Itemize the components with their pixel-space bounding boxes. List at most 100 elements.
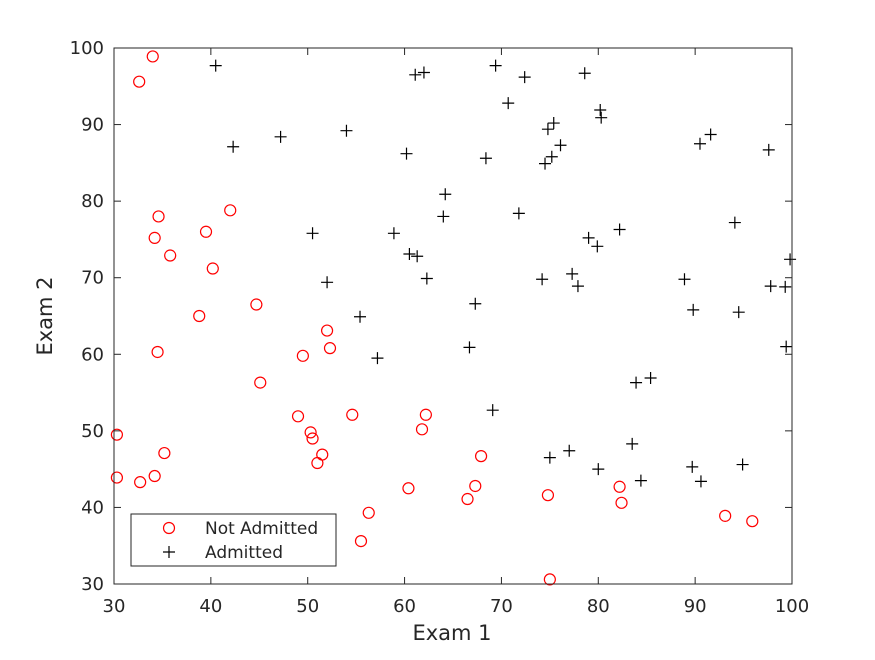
point-not-admitted [719, 509, 732, 522]
point-admitted [582, 231, 595, 244]
point-not-admitted [346, 408, 359, 421]
point-admitted [591, 240, 604, 253]
point-admitted [634, 474, 647, 487]
point-not-admitted [746, 515, 759, 528]
point-admitted [486, 404, 499, 417]
point-not-admitted [613, 480, 626, 493]
x-tick-label: 30 [103, 596, 126, 617]
point-admitted [594, 104, 607, 117]
point-not-admitted [199, 225, 213, 238]
point-admitted [545, 150, 558, 163]
x-tick-label: 100 [775, 596, 809, 617]
y-tick-label: 40 [81, 497, 104, 518]
point-admitted [764, 280, 777, 293]
x-axis-label: Exam 1 [412, 621, 491, 645]
y-tick-label: 60 [81, 344, 104, 365]
point-not-admitted [316, 448, 329, 461]
point-admitted [463, 341, 476, 354]
point-admitted [539, 157, 552, 170]
point-admitted [693, 137, 706, 150]
point-admitted [563, 444, 576, 457]
legend-label: Admitted [205, 543, 283, 563]
legend-marker-circle [162, 521, 176, 535]
point-not-admitted [146, 50, 159, 63]
point-admitted [780, 340, 793, 353]
point-not-admitted [254, 376, 267, 389]
axes-box [113, 47, 793, 585]
point-admitted [541, 123, 554, 136]
y-tick-label: 80 [81, 191, 104, 212]
point-admitted [630, 376, 643, 389]
point-admitted [762, 143, 775, 156]
point-admitted [592, 463, 605, 476]
point-admitted [489, 59, 502, 72]
point-admitted [732, 306, 745, 319]
point-not-admitted [224, 204, 237, 217]
point-not-admitted [158, 446, 171, 460]
point-admitted [411, 250, 424, 263]
point-not-admitted [206, 262, 219, 275]
point-admitted [728, 216, 741, 229]
y-tick-label: 100 [70, 38, 104, 59]
point-admitted [578, 67, 591, 80]
point-admitted [306, 227, 319, 240]
point-admitted [779, 280, 792, 293]
point-not-admitted [148, 231, 161, 244]
point-admitted [417, 66, 430, 79]
legend-marker-plus [163, 546, 175, 558]
series-not-admitted [110, 50, 759, 586]
point-not-admitted [306, 432, 319, 445]
point-not-admitted [110, 428, 124, 441]
point-admitted [595, 111, 608, 124]
point-admitted [566, 267, 579, 280]
point-admitted [403, 247, 416, 260]
point-admitted [400, 147, 413, 160]
x-tick-label: 40 [199, 596, 222, 617]
legend-label: Not Admitted [205, 519, 318, 539]
point-not-admitted [320, 324, 334, 337]
x-tick-label: 80 [587, 596, 610, 617]
point-not-admitted [193, 309, 206, 323]
point-admitted [409, 68, 422, 81]
point-not-admitted [461, 492, 474, 506]
x-tick-label: 60 [393, 596, 416, 617]
point-admitted [469, 297, 482, 310]
point-admitted [518, 71, 531, 84]
point-not-admitted [148, 469, 161, 483]
point-admitted [613, 223, 626, 236]
point-not-admitted [134, 476, 147, 489]
point-admitted [371, 352, 384, 365]
point-admitted [547, 117, 560, 130]
series-admitted [209, 59, 797, 488]
point-admitted [227, 140, 240, 153]
x-tick-label: 70 [490, 596, 513, 617]
y-tick-label: 50 [81, 421, 104, 442]
point-admitted [694, 475, 707, 488]
point-not-admitted [541, 489, 555, 502]
point-admitted [387, 227, 400, 240]
point-not-admitted [354, 535, 368, 548]
point-not-admitted [474, 450, 488, 463]
point-admitted [354, 310, 367, 323]
point-admitted [736, 458, 749, 471]
y-tick-label: 30 [81, 574, 104, 595]
point-admitted [274, 130, 287, 143]
point-not-admitted [152, 210, 165, 223]
point-admitted [479, 152, 492, 165]
point-admitted [512, 207, 525, 220]
point-admitted [626, 437, 639, 450]
y-tick-label: 70 [81, 268, 104, 289]
point-admitted [704, 128, 717, 141]
plot-area [114, 48, 792, 584]
point-admitted [784, 253, 797, 266]
point-admitted [420, 272, 433, 285]
point-not-admitted [250, 298, 263, 311]
point-admitted [437, 210, 450, 223]
point-not-admitted [296, 349, 309, 362]
point-not-admitted [151, 345, 164, 359]
point-admitted [321, 276, 334, 289]
point-not-admitted [362, 506, 375, 519]
point-not-admitted [469, 479, 482, 493]
